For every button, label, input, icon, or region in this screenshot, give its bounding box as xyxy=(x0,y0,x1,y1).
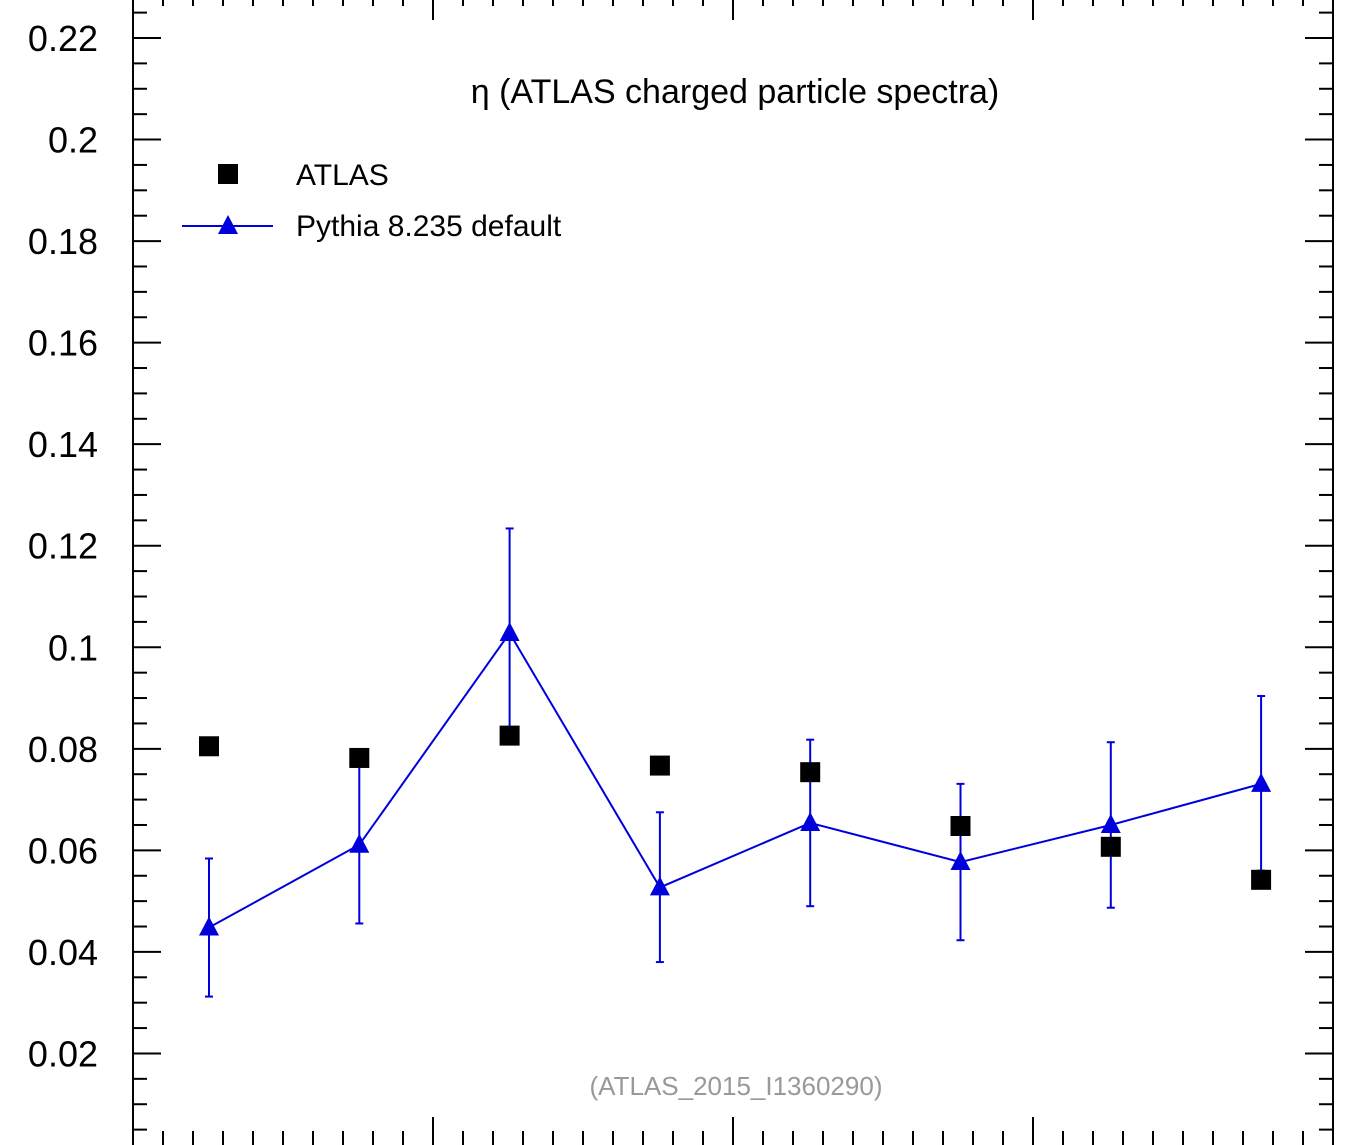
y-tick-label: 0.08 xyxy=(28,729,98,770)
pythia-data-point xyxy=(199,916,219,936)
atlas-data-point xyxy=(499,725,520,746)
y-tick-label: 0.12 xyxy=(28,526,98,567)
atlas-data-point xyxy=(649,755,670,776)
plot-series xyxy=(199,527,1272,998)
pythia-data-point xyxy=(950,851,971,871)
pythia-series-line xyxy=(208,631,1262,929)
legend-pythia-label: Pythia 8.235 default xyxy=(296,210,562,243)
legend-atlas-label: ATLAS xyxy=(296,159,389,192)
analysis-id-note: (ATLAS_2015_I1360290) xyxy=(590,1071,883,1101)
atlas-data-point xyxy=(349,747,370,768)
atlas-data-point xyxy=(950,815,971,836)
legend: ATLAS Pythia 8.235 default xyxy=(182,159,562,243)
y-tick-label: 0.04 xyxy=(28,932,98,973)
legend-pythia-marker xyxy=(218,215,238,234)
pythia-data-point xyxy=(800,811,821,831)
atlas-data-point xyxy=(800,762,821,783)
atlas-data-point xyxy=(1100,836,1121,857)
y-tick-label: 0.22 xyxy=(28,18,98,59)
atlas-data-point xyxy=(199,736,219,757)
pythia-data-point xyxy=(1251,772,1272,792)
y-tick-labels: 0.02 0.04 0.06 0.08 0.1 0.12 0.14 0.16 0.18 0.2 0.… xyxy=(28,18,98,1074)
y-tick-label: 0.16 xyxy=(28,323,98,364)
pythia-data-point xyxy=(349,833,370,853)
chart-title: η (ATLAS charged particle spectra) xyxy=(471,73,1000,111)
y-tick-label: 0.1 xyxy=(48,627,98,668)
axis-ticks xyxy=(132,0,1334,1145)
y-tick-label: 0.2 xyxy=(48,120,98,161)
axes xyxy=(132,0,1334,1145)
y-tick-label: 0.14 xyxy=(28,424,98,465)
pythia-data-point xyxy=(649,876,670,896)
pythia-data-point xyxy=(1100,813,1121,833)
atlas-data-point xyxy=(1251,869,1272,890)
pythia-data-point xyxy=(499,622,520,642)
y-tick-label: 0.06 xyxy=(28,830,98,871)
y-tick-label: 0.02 xyxy=(28,1033,98,1074)
legend-atlas-marker xyxy=(218,164,238,184)
y-tick-label: 0.18 xyxy=(28,221,98,262)
